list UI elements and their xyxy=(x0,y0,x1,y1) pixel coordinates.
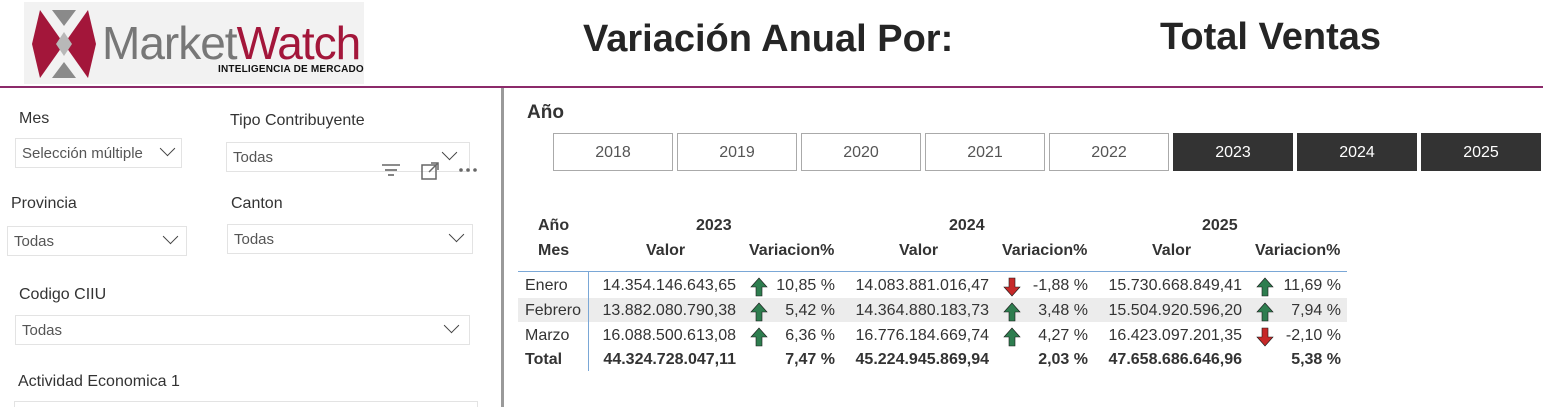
arrow-down-icon xyxy=(1256,327,1274,347)
table-row-rule xyxy=(588,272,589,371)
table-cell-valor: 14.083.881.016,47 xyxy=(855,277,989,294)
provincia-slicer-value: Todas xyxy=(14,233,55,250)
table-total-valor: 44.324.728.047,11 xyxy=(603,351,736,368)
row-header-month: Mes xyxy=(538,242,570,259)
arrow-up-icon xyxy=(750,302,768,322)
table-total-variacion: 2,03 % xyxy=(1038,351,1088,368)
canton-slicer-label: Canton xyxy=(231,195,283,212)
table-cell-variacion: 6,36 % xyxy=(785,327,835,344)
provincia-slicer-label: Provincia xyxy=(11,195,77,212)
table-row-label: Febrero xyxy=(525,302,582,319)
year-tile-2021[interactable]: 2021 xyxy=(925,133,1045,171)
year-tile-2022[interactable]: 2022 xyxy=(1049,133,1169,171)
ciiu-slicer-dropdown[interactable]: Todas xyxy=(15,315,470,345)
logo-wordmark: MarketWatch xyxy=(102,17,361,69)
col-header-variacion: Variacion% xyxy=(1255,242,1341,259)
year-tile-2024[interactable]: 2024 xyxy=(1297,133,1417,171)
mes-slicer-value: Selección múltiple xyxy=(22,145,143,162)
year-header-2023: 2023 xyxy=(696,217,732,234)
col-header-valor: Valor xyxy=(1152,242,1192,259)
tipo-slicer-value: Todas xyxy=(233,149,274,166)
actividad-slicer-label: Actividad Economica 1 xyxy=(18,373,180,390)
table-cell-variacion: 5,42 % xyxy=(785,302,835,319)
chevron-down-icon xyxy=(443,317,460,334)
actividad-slicer-dropdown[interactable] xyxy=(14,401,478,407)
year-tile-2019[interactable]: 2019 xyxy=(677,133,797,171)
table-cell-valor: 16.776.184.669,74 xyxy=(855,327,989,344)
row-header-year: Año xyxy=(538,217,570,234)
arrow-up-icon xyxy=(750,277,768,297)
year-tile-2025[interactable]: 2025 xyxy=(1421,133,1541,171)
tipo-slicer-label: Tipo Contribuyente xyxy=(230,112,365,129)
table-total-label: Total xyxy=(525,351,563,368)
provincia-slicer-dropdown[interactable]: Todas xyxy=(7,226,187,256)
chevron-down-icon xyxy=(448,226,465,243)
table-cell-valor: 16.088.500.613,08 xyxy=(602,327,736,344)
logo-mark-icon xyxy=(32,10,96,78)
arrow-up-icon xyxy=(1003,302,1021,322)
table-row-label: Marzo xyxy=(525,327,570,344)
table-header-rule xyxy=(518,271,1347,272)
chevron-down-icon xyxy=(162,228,179,245)
table-cell-variacion: 3,48 % xyxy=(1038,302,1088,319)
focus-mode-icon[interactable] xyxy=(419,160,441,187)
table-total-valor: 47.658.686.646,96 xyxy=(1108,351,1242,368)
year-tile-2018[interactable]: 2018 xyxy=(553,133,673,171)
table-cell-variacion: 4,27 % xyxy=(1038,327,1088,344)
tipo-slicer-dropdown[interactable]: Todas xyxy=(226,142,470,172)
year-header-2025: 2025 xyxy=(1202,217,1238,234)
col-header-variacion: Variacion% xyxy=(749,242,835,259)
table-cell-variacion: 7,94 % xyxy=(1291,302,1341,319)
table-row-label: Enero xyxy=(525,277,568,294)
header-divider xyxy=(0,86,1543,88)
canton-slicer-dropdown[interactable]: Todas xyxy=(227,224,473,254)
panel-divider xyxy=(501,88,504,407)
col-header-valor: Valor xyxy=(646,242,686,259)
more-options-icon[interactable] xyxy=(458,158,478,185)
table-cell-valor: 14.364.880.183,73 xyxy=(855,302,989,319)
col-header-valor: Valor xyxy=(899,242,939,259)
table-cell-variacion: -2,10 % xyxy=(1285,327,1341,344)
year-slicer-label: Año xyxy=(527,102,564,123)
page-title: Variación Anual Por: xyxy=(583,18,954,60)
table-cell-variacion: 11,69 % xyxy=(1283,277,1341,294)
table-cell-valor: 16.423.097.201,35 xyxy=(1108,327,1242,344)
table-cell-valor: 14.354.146.643,65 xyxy=(602,277,736,294)
year-tile-2020[interactable]: 2020 xyxy=(801,133,921,171)
marketwatch-logo: MarketWatch INTELIGENCIA DE MERCADO xyxy=(24,2,364,84)
chevron-down-icon xyxy=(159,140,176,157)
table-total-variacion: 5,38 % xyxy=(1291,351,1341,368)
table-cell-valor: 15.504.920.596,20 xyxy=(1108,302,1242,319)
table-cell-variacion: 10,85 % xyxy=(776,277,835,294)
ciiu-slicer-value: Todas xyxy=(22,322,63,339)
year-header-2024: 2024 xyxy=(949,217,985,234)
arrow-down-icon xyxy=(1003,277,1021,297)
table-total-variacion: 7,47 % xyxy=(785,351,835,368)
mes-slicer-dropdown[interactable]: Selección múltiple xyxy=(15,138,182,168)
arrow-up-icon xyxy=(1003,327,1021,347)
mes-slicer-label: Mes xyxy=(19,110,50,127)
chevron-down-icon xyxy=(441,144,458,161)
table-total-valor: 45.224.945.869,94 xyxy=(855,351,989,368)
table-row-highlight xyxy=(518,298,1347,322)
canton-slicer-value: Todas xyxy=(234,231,275,248)
arrow-up-icon xyxy=(750,327,768,347)
year-tile-2023[interactable]: 2023 xyxy=(1173,133,1293,171)
logo-tagline: INTELIGENCIA DE MERCADO xyxy=(218,64,364,75)
measure-title: Total Ventas xyxy=(1160,16,1382,58)
arrow-up-icon xyxy=(1256,277,1274,297)
filter-icon[interactable] xyxy=(380,160,402,185)
ciiu-slicer-label: Codigo CIIU xyxy=(19,286,107,303)
table-cell-variacion: -1,88 % xyxy=(1032,277,1088,294)
table-cell-valor: 15.730.668.849,41 xyxy=(1108,277,1242,294)
arrow-up-icon xyxy=(1256,302,1274,322)
col-header-variacion: Variacion% xyxy=(1002,242,1088,259)
table-cell-valor: 13.882.080.790,38 xyxy=(602,302,736,319)
